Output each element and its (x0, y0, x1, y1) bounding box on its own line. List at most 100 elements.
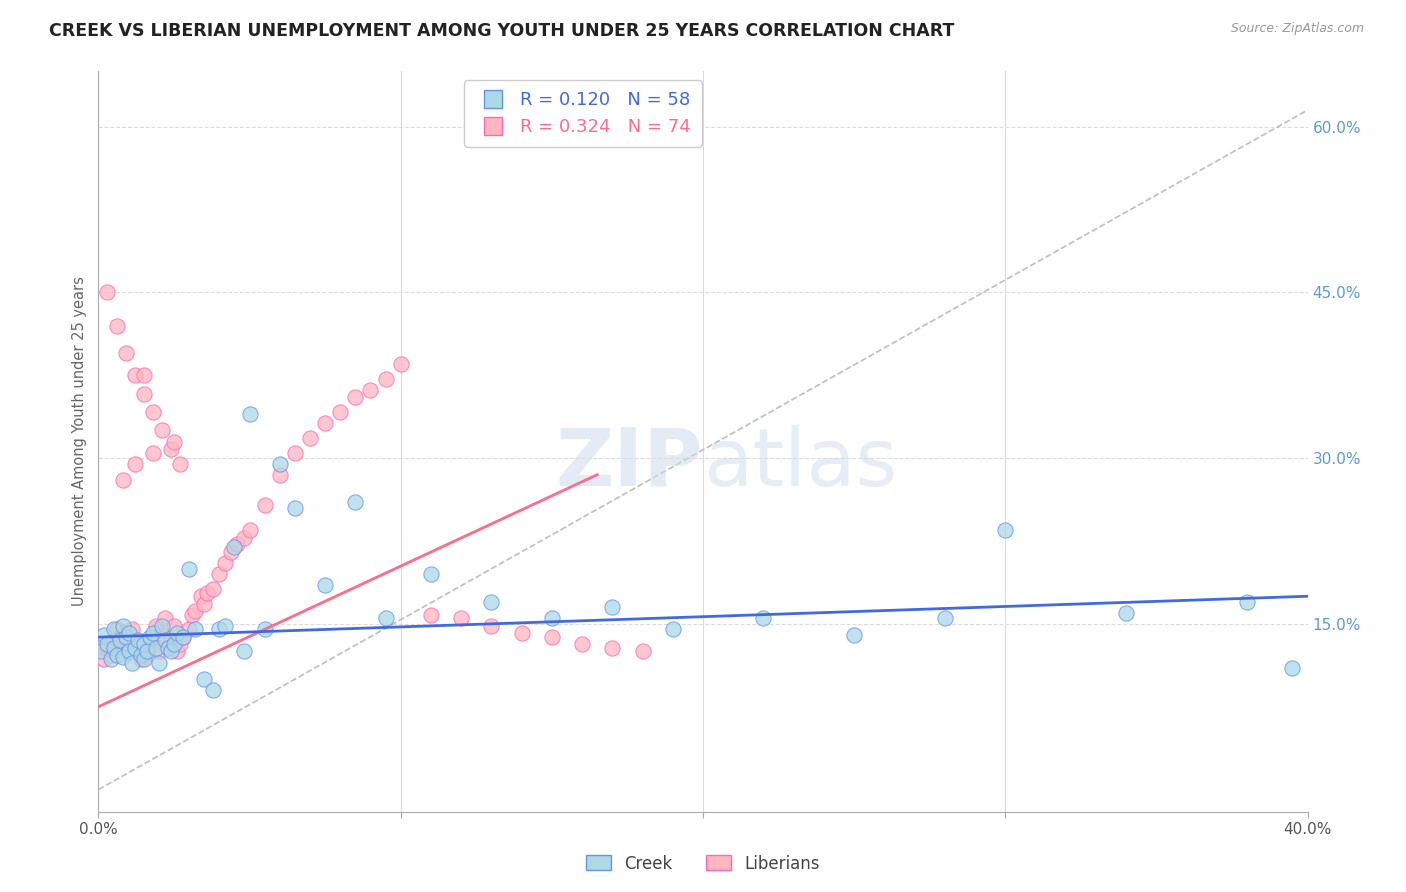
Point (145, 641, 167, 656)
Point (105, 648, 128, 662)
Point (172, 630, 194, 644)
Point (752, 611, 775, 625)
Point (374, 371, 396, 385)
Point (96, 285, 118, 300)
Point (389, 357, 412, 371)
Point (142, 445, 165, 459)
Text: Source: ZipAtlas.com: Source: ZipAtlas.com (1230, 22, 1364, 36)
Point (105, 318, 128, 333)
Point (420, 607, 443, 622)
Point (661, 623, 683, 637)
Point (139, 630, 162, 644)
Point (232, 644, 254, 658)
Point (129, 648, 152, 662)
Point (344, 495, 367, 509)
Point (1281, 661, 1303, 675)
Point (179, 623, 201, 637)
Point (269, 467, 291, 482)
Point (114, 346, 136, 360)
Point (124, 457, 146, 471)
Point (135, 644, 157, 658)
Y-axis label: Unemployment Among Youth under 25 years: Unemployment Among Youth under 25 years (72, 277, 87, 607)
Point (153, 633, 176, 648)
Point (195, 586, 218, 600)
Point (299, 431, 322, 445)
Point (269, 457, 291, 471)
Point (105, 623, 128, 637)
Point (253, 498, 276, 512)
Point (253, 623, 276, 637)
Point (481, 619, 503, 633)
Point (571, 637, 593, 651)
Point (100, 652, 122, 666)
Point (163, 637, 186, 651)
Point (193, 597, 215, 611)
Point (169, 457, 191, 471)
Point (148, 644, 170, 658)
Point (118, 625, 141, 640)
Point (202, 683, 225, 698)
Point (844, 628, 866, 642)
Point (121, 623, 143, 637)
Point (166, 644, 188, 658)
Point (224, 540, 246, 554)
Point (132, 637, 155, 651)
Point (103, 633, 125, 648)
Point (221, 545, 243, 559)
Point (121, 656, 143, 670)
Point (160, 633, 183, 648)
Point (202, 582, 225, 596)
Point (108, 630, 131, 644)
Point (127, 633, 149, 648)
Point (160, 644, 183, 658)
Point (156, 641, 179, 656)
Text: CREEK VS LIBERIAN UNEMPLOYMENT AMONG YOUTH UNDER 25 YEARS CORRELATION CHART: CREEK VS LIBERIAN UNEMPLOYMENT AMONG YOU… (49, 22, 955, 40)
Point (139, 633, 162, 648)
Legend: R = 0.120   N = 58, R = 0.324   N = 74: R = 0.120 N = 58, R = 0.324 N = 74 (464, 80, 702, 147)
Point (163, 434, 186, 449)
Point (166, 625, 188, 640)
Point (145, 619, 167, 633)
Point (284, 500, 307, 515)
Point (129, 652, 152, 666)
Point (239, 523, 262, 537)
Point (103, 641, 125, 656)
Point (132, 652, 155, 666)
Point (172, 630, 194, 644)
Point (153, 611, 176, 625)
Point (631, 644, 654, 658)
Point (184, 623, 207, 637)
Point (450, 611, 472, 625)
Point (148, 656, 170, 670)
Point (111, 619, 134, 633)
Point (150, 619, 173, 633)
Point (239, 407, 262, 421)
Point (160, 442, 183, 457)
Point (93, 628, 115, 642)
Point (208, 567, 231, 582)
Point (214, 556, 236, 570)
Point (184, 604, 207, 618)
Point (232, 531, 254, 545)
Point (420, 567, 443, 582)
Point (481, 595, 503, 609)
Point (374, 611, 396, 625)
Point (118, 633, 141, 648)
Point (100, 648, 122, 662)
Point (1236, 595, 1258, 609)
Point (103, 623, 125, 637)
Point (127, 637, 149, 651)
Point (96, 637, 118, 651)
Point (142, 625, 165, 640)
Point (150, 424, 173, 438)
Point (135, 641, 157, 656)
Point (169, 637, 191, 651)
Point (284, 445, 307, 459)
Point (114, 630, 136, 644)
Point (108, 633, 131, 648)
Point (179, 561, 201, 575)
Point (934, 611, 956, 625)
Point (208, 623, 231, 637)
Point (103, 644, 125, 658)
Point (181, 607, 204, 622)
